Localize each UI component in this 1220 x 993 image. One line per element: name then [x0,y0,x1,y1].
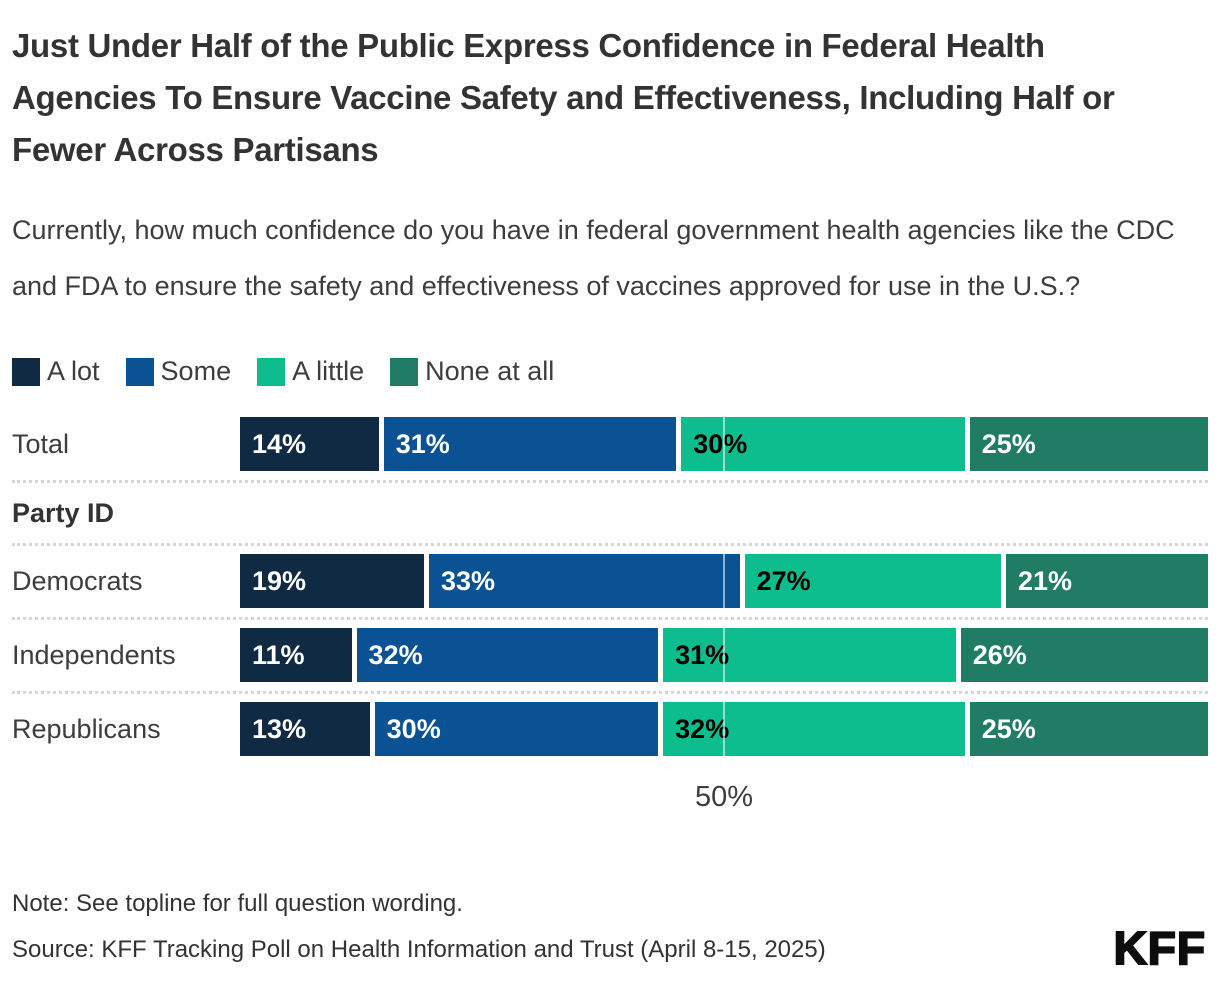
legend-label: A lot [47,356,100,386]
axis-tick-50: 50% [694,781,754,813]
bar-segment: 26% [960,628,1208,682]
axis-area: 50% [240,765,1208,823]
bar-segment: 32% [356,628,659,682]
legend-item: A lot [12,356,100,387]
legend: A lot Some A little None at all [12,356,1208,387]
bar-segment: 19% [240,554,424,608]
legend-label: A little [292,356,365,386]
row-label: Republicans [12,713,161,744]
bar-row-independents: Independents 11% 32% 31% 26% [12,620,1208,694]
bar-segment: 31% [383,417,677,471]
bar-segment: 30% [374,702,659,756]
bar-segment: 25% [969,417,1208,471]
x-axis: 50% [12,765,1208,823]
axis-spacer [12,765,240,823]
bar-track: 14% 31% 30% 25% [240,417,1208,471]
source-text: Source: KFF Tracking Poll on Health Info… [12,936,826,963]
legend-label: Some [160,356,232,386]
legend-label: None at all [425,356,555,386]
note-text: Note: See topline for full question word… [12,890,463,917]
bar-segment: 14% [240,417,379,471]
bar-segment: 21% [1005,554,1208,608]
bar-segment: 13% [240,702,370,756]
bar-segment: 27% [744,554,1001,608]
bar-segment: 33% [428,554,740,608]
legend-item: None at all [390,356,554,387]
bar-row-democrats: Democrats 19% 33% 27% 21% [12,546,1208,620]
legend-swatch [390,357,419,386]
row-label: Independents [12,639,176,670]
bar-track: 13% 30% 32% 25% [240,702,1208,756]
bar-track: 11% 32% 31% 26% [240,628,1208,682]
bar-segment: 11% [240,628,352,682]
bar-segment: 31% [663,628,956,682]
bar-segment: 32% [663,702,965,756]
bar-segment: 25% [969,702,1208,756]
chart-rows: Total 14% 31% 30% 25% Party ID Democrats 19% 33%… [12,409,1208,765]
legend-swatch [125,357,154,386]
bar-segment: 30% [681,417,965,471]
chart-subtitle: Currently, how much confidence do you ha… [12,215,1175,301]
legend-item: A little [257,356,364,387]
bar-row-total: Total 14% 31% 30% 25% [12,409,1208,483]
legend-swatch [257,357,286,386]
footer: Note: See topline for full question word… [12,881,1208,975]
row-label: Total [12,428,70,459]
bar-track: 19% 33% 27% 21% [240,554,1208,608]
row-label: Democrats [12,565,143,596]
stacked-bar-chart: Total 14% 31% 30% 25% Party ID Democrats 19% 33%… [12,409,1208,823]
section-header-party-id: Party ID [12,483,1208,546]
legend-swatch [12,357,40,386]
kff-logo: KFF [1113,921,1206,975]
legend-item: Some [125,356,232,387]
bar-row-republicans: Republicans 13% 30% 32% 25% [12,694,1208,765]
chart-title: Just Under Half of the Public Express Co… [12,27,1115,168]
